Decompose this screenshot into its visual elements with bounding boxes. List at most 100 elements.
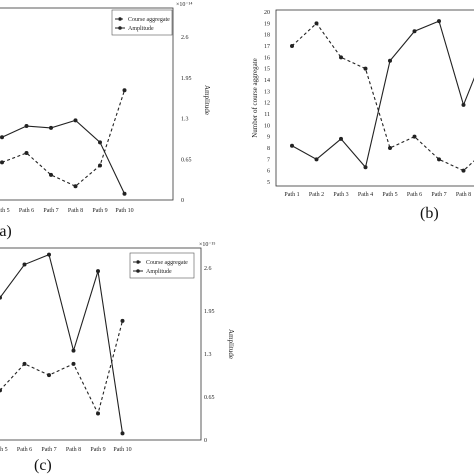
panel-c-legend-amplitude: Amplitude <box>146 269 172 275</box>
panel-c-frame <box>0 247 202 441</box>
y-tick-label: 8 <box>267 146 270 152</box>
data-point <box>24 150 29 155</box>
series-line <box>291 20 474 169</box>
data-point <box>388 58 392 63</box>
series-line <box>0 253 124 434</box>
y-tick-label: 13 <box>264 89 270 95</box>
data-point <box>0 388 2 393</box>
panel-c-label: (c) <box>34 457 52 474</box>
data-point <box>314 157 319 162</box>
x-tick-label: Path 9 <box>92 208 107 214</box>
data-point <box>363 66 368 71</box>
data-point <box>412 134 417 139</box>
x-tick-label: Path 3 <box>333 192 348 198</box>
y-tick-label: 0 <box>204 438 207 444</box>
data-point <box>339 55 343 60</box>
panel-a-legend-course: Course aggregate <box>128 17 170 23</box>
panel-a-ylabel: Amplitude <box>203 85 211 115</box>
data-point <box>461 168 466 173</box>
x-tick-label: Path 7 <box>41 447 56 453</box>
panel-b: 5 6 7 8 9 10 11 12 13 14 15 16 17 18 19 20 Path 1 Path 2 P… <box>251 9 474 222</box>
panel-a-legend-box <box>111 9 173 36</box>
panel-c-legend-course: Course aggregate <box>146 260 188 266</box>
data-point <box>437 19 441 24</box>
panel-a-legend-amplitude: Amplitude <box>128 26 154 32</box>
x-tick-label: Path 8 <box>456 192 471 198</box>
y-tick-label: 2.6 <box>204 266 212 272</box>
panel-a-legend: Course aggregate Amplitude <box>111 9 173 36</box>
data-point <box>73 118 78 123</box>
y-tick-label: 1.3 <box>204 352 212 358</box>
data-point <box>22 361 27 366</box>
x-tick-label: Path 6 <box>17 447 32 453</box>
y-tick-label: 7 <box>267 157 270 163</box>
y-tick-label: 0.65 <box>204 395 215 401</box>
data-point <box>22 262 27 267</box>
y-tick-label: 20 <box>264 10 270 16</box>
y-tick-label: 1.3 <box>181 117 189 123</box>
data-point <box>0 135 4 140</box>
panel-a: 0 0.65 1.3 1.95 2.6 Path 5 Path 6 Path 7 Path 8 P… <box>0 2 211 240</box>
panel-c-exponent: ×10⁻¹⁵ <box>199 242 215 248</box>
panel-a-series <box>0 88 127 196</box>
data-point <box>71 348 76 353</box>
legend-marker <box>136 269 140 273</box>
data-point <box>49 125 53 130</box>
panel-a-ticks: 0 0.65 1.3 1.95 2.6 Path 5 Path 6 Path 7 Path 8 P… <box>0 35 192 214</box>
data-point <box>388 146 392 150</box>
x-tick-label: Path 5 <box>0 208 10 214</box>
data-point <box>47 373 51 378</box>
y-tick-label: 14 <box>264 78 270 84</box>
panel-c-ylabel: Amplitude <box>227 329 235 359</box>
data-point <box>120 318 125 323</box>
data-point <box>49 172 53 177</box>
data-point <box>122 191 127 196</box>
x-tick-label: Path 4 <box>358 192 373 198</box>
panel-c-legend-box <box>129 252 195 279</box>
data-point <box>290 143 294 148</box>
x-tick-label: Path 6 <box>19 208 34 214</box>
x-tick-label: Path 5 <box>0 447 8 453</box>
panel-b-series <box>290 19 474 173</box>
y-tick-label: 9 <box>267 135 270 141</box>
panel-c-series <box>0 252 125 436</box>
y-tick-label: 17 <box>264 44 270 50</box>
panel-c-ticks: 0 0.65 1.3 1.95 2.6 Path 5 Path 6 Path 7 Path 8 P… <box>0 266 215 453</box>
x-tick-label: Path 2 <box>309 192 324 198</box>
data-point <box>73 184 78 189</box>
panel-b-label: (b) <box>420 205 439 222</box>
x-tick-label: Path 8 <box>68 208 83 214</box>
x-tick-label: Path 6 <box>407 192 422 198</box>
x-tick-label: Path 1 <box>284 192 299 198</box>
y-tick-label: 5 <box>267 180 270 186</box>
panel-b-ticks: 5 6 7 8 9 10 11 12 13 14 15 16 17 18 19 20 Path 1 Path 2 P… <box>264 10 471 198</box>
panel-b-frame <box>275 9 474 187</box>
data-point <box>24 124 29 129</box>
y-tick-label: 18 <box>264 33 270 39</box>
y-tick-label: 6 <box>267 169 270 175</box>
data-point <box>314 21 319 26</box>
data-point <box>437 157 441 162</box>
data-point <box>461 102 466 107</box>
y-tick-label: 10 <box>264 123 270 129</box>
data-point <box>0 160 4 165</box>
y-tick-label: 12 <box>264 101 270 107</box>
data-point <box>120 431 125 436</box>
panel-a-frame <box>0 7 174 201</box>
y-tick-label: 0.65 <box>181 157 192 163</box>
data-point <box>98 140 102 145</box>
data-point <box>0 295 2 300</box>
data-point <box>290 44 294 48</box>
data-point <box>71 361 76 366</box>
y-tick-label: 15 <box>264 67 270 73</box>
x-tick-label: Path 10 <box>115 208 133 214</box>
y-tick-label: 11 <box>264 112 270 118</box>
data-point <box>96 411 100 416</box>
x-tick-label: Path 7 <box>43 208 58 214</box>
series-line <box>1 119 125 194</box>
x-tick-label: Path 10 <box>113 447 131 453</box>
panel-a-exponent: ×10⁻¹⁴ <box>176 2 192 8</box>
data-point <box>98 163 102 168</box>
x-tick-label: Path 8 <box>66 447 81 453</box>
